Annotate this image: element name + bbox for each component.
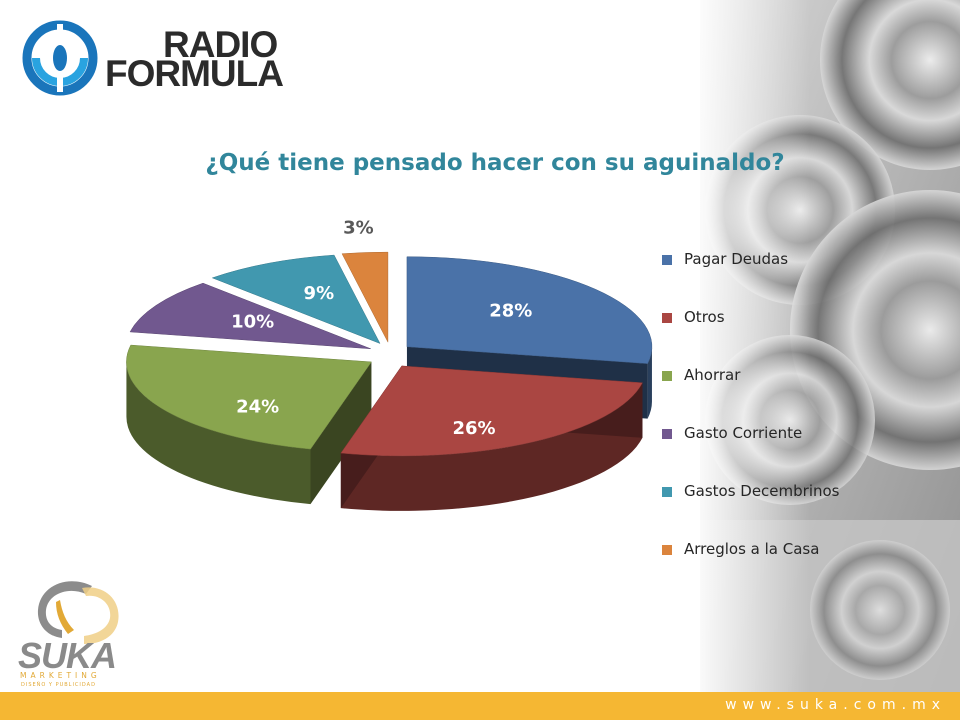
radio-label: RADIO bbox=[163, 24, 278, 65]
suka-wordmark: SUKA bbox=[18, 635, 117, 676]
data-label-gasto-corriente: 10% bbox=[231, 311, 274, 332]
pie-slice-ahorrar bbox=[126, 344, 372, 450]
suka-tagline: MARKETING bbox=[20, 671, 101, 680]
data-label-ahorrar: 24% bbox=[236, 396, 279, 417]
legend-label: Arreglos a la Casa bbox=[684, 540, 820, 558]
chart-title: ¿Qué tiene pensado hacer con su aguinald… bbox=[205, 150, 785, 176]
suka-bird-logo-icon bbox=[37, 581, 119, 644]
pie-side-ahorrar bbox=[310, 361, 372, 505]
pie-slice-otros bbox=[340, 365, 643, 457]
suka-subtagline: DISEÑO Y PUBLICIDAD bbox=[21, 682, 96, 688]
data-label-otros: 26% bbox=[452, 418, 495, 439]
legend-label: Gasto Corriente bbox=[684, 424, 803, 442]
legend-label: Pagar Deudas bbox=[684, 250, 789, 268]
legend-label: Otros bbox=[684, 308, 725, 326]
footer-bar bbox=[0, 692, 960, 720]
legend-label: Ahorrar bbox=[684, 366, 741, 384]
legend-swatch bbox=[662, 545, 672, 555]
legend-swatch bbox=[662, 255, 672, 265]
data-label-pagar-deudas: 28% bbox=[489, 300, 532, 321]
legend-swatch bbox=[662, 313, 672, 323]
pie-slice-gasto-corriente bbox=[129, 282, 371, 350]
radio-formula-wordmark: RADIO FORMULA bbox=[105, 24, 284, 94]
pie-wall-pagar-deudas bbox=[647, 346, 652, 419]
radio-formula-logo-icon bbox=[22, 20, 98, 96]
legend-swatch bbox=[662, 371, 672, 381]
legend-label: Gastos Decembrinos bbox=[684, 482, 840, 500]
legend-swatch bbox=[662, 429, 672, 439]
pie-slice-gastos-decembrinos bbox=[211, 254, 381, 344]
legend-swatch bbox=[662, 487, 672, 497]
pie-wall-otros bbox=[340, 382, 643, 511]
formula-label: FORMULA bbox=[105, 53, 284, 94]
data-label-arreglos-a-la-casa: 3% bbox=[343, 217, 374, 238]
data-label-gastos-decembrinos: 9% bbox=[304, 283, 335, 304]
pie-slice-pagar-deudas bbox=[406, 256, 653, 364]
pie-slice-arreglos-a-la-casa bbox=[341, 251, 389, 343]
website-link[interactable]: www.suka.com.mx bbox=[725, 697, 946, 713]
pie-wall-ahorrar bbox=[126, 361, 311, 505]
